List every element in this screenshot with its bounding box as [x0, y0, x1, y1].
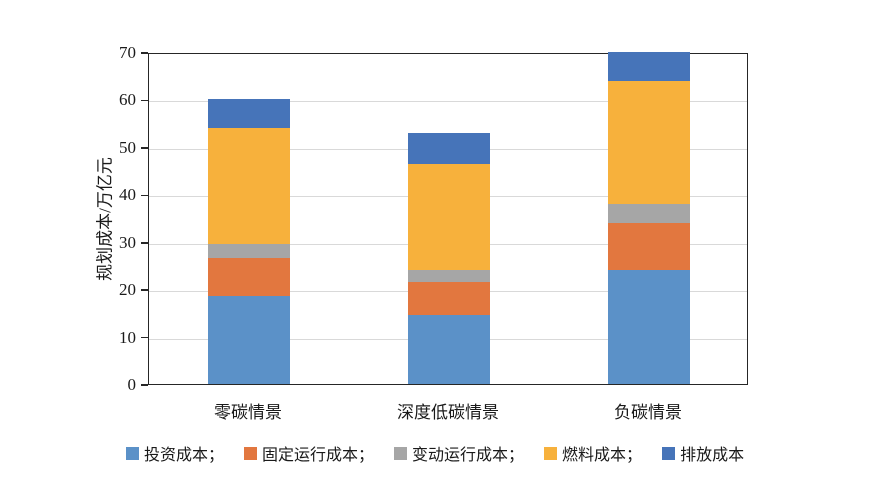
y-tick-label-60: 60 [119, 90, 136, 110]
legend-item-变动运行成本: 变动运行成本； [394, 441, 524, 465]
legend-swatch-icon [662, 446, 676, 460]
legend-swatch-icon [544, 446, 558, 460]
bar-stack-1 [208, 52, 290, 384]
y-tick-mark-0 [141, 384, 148, 386]
y-tick-mark-50 [141, 147, 148, 149]
legend-swatch-icon [244, 446, 258, 460]
y-tick-label-70: 70 [119, 43, 136, 62]
gridline-y-60 [149, 101, 747, 103]
x-axis-label-3: 负碳情景 [614, 403, 682, 422]
bar-segment-2-固定运行成本 [408, 282, 490, 316]
bar-segment-3-固定运行成本 [608, 222, 690, 271]
x-axis-label-2: 深度低碳情景 [397, 403, 499, 422]
bar-segment-2-投资成本 [408, 315, 490, 384]
y-tick-label-0: 0 [127, 375, 137, 394]
y-tick-label-10: 10 [119, 327, 136, 347]
y-tick-label-40: 40 [119, 185, 136, 205]
bar-segment-3-投资成本 [608, 270, 690, 384]
plot-area [148, 52, 748, 385]
y-tick-mark-60 [141, 99, 148, 102]
bar-segment-1-投资成本 [208, 296, 290, 384]
legend: 投资成本； 固定运行成本； 变动运行成本； 燃料成本； 排放成本 [126, 441, 744, 465]
legend-label: 燃料成本； [562, 447, 643, 464]
bar-segment-1-排放成本 [208, 99, 290, 128]
bar-segment-2-变动运行成本 [408, 270, 490, 282]
legend-swatch-icon [126, 446, 139, 460]
y-tick-label-50: 50 [119, 137, 136, 157]
legend-label: 变动运行成本； [412, 447, 525, 464]
y-tick-mark-30 [141, 242, 148, 244]
bar-segment-2-燃料成本 [408, 163, 490, 271]
bar-segment-3-燃料成本 [608, 80, 690, 204]
legend-label: 排放成本 [680, 447, 745, 464]
bar-segment-2-排放成本 [408, 132, 490, 164]
legend-item-固定运行成本: 固定运行成本； [244, 441, 374, 465]
bar-segment-1-燃料成本 [208, 127, 290, 245]
bar-segment-3-变动运行成本 [608, 203, 690, 223]
bar-segment-1-变动运行成本 [208, 244, 290, 259]
y-tick-mark-40 [141, 194, 148, 196]
legend-item-投资成本: 投资成本； [126, 441, 224, 465]
bar-segment-3-排放成本 [608, 52, 690, 81]
y-tick-label-30: 30 [119, 232, 136, 252]
y-tick-mark-10 [141, 336, 148, 339]
legend-item-燃料成本: 燃料成本； [544, 441, 642, 465]
bar-stack-2 [408, 52, 490, 384]
legend-label: 固定运行成本； [262, 447, 375, 464]
bar-segment-1-固定运行成本 [208, 258, 290, 297]
y-tick-mark-70 [141, 52, 148, 54]
y-tick-label-20: 20 [119, 280, 136, 300]
legend-label: 投资成本； [144, 447, 225, 464]
legend-swatch-icon [394, 446, 408, 460]
y-axis-title-text: 规划成本/万亿元 [95, 157, 115, 281]
bar-stack-3 [608, 52, 690, 384]
legend-item-排放成本: 排放成本 [662, 441, 744, 465]
x-axis-label-1: 零碳情景 [214, 403, 282, 422]
y-tick-mark-20 [141, 289, 148, 291]
